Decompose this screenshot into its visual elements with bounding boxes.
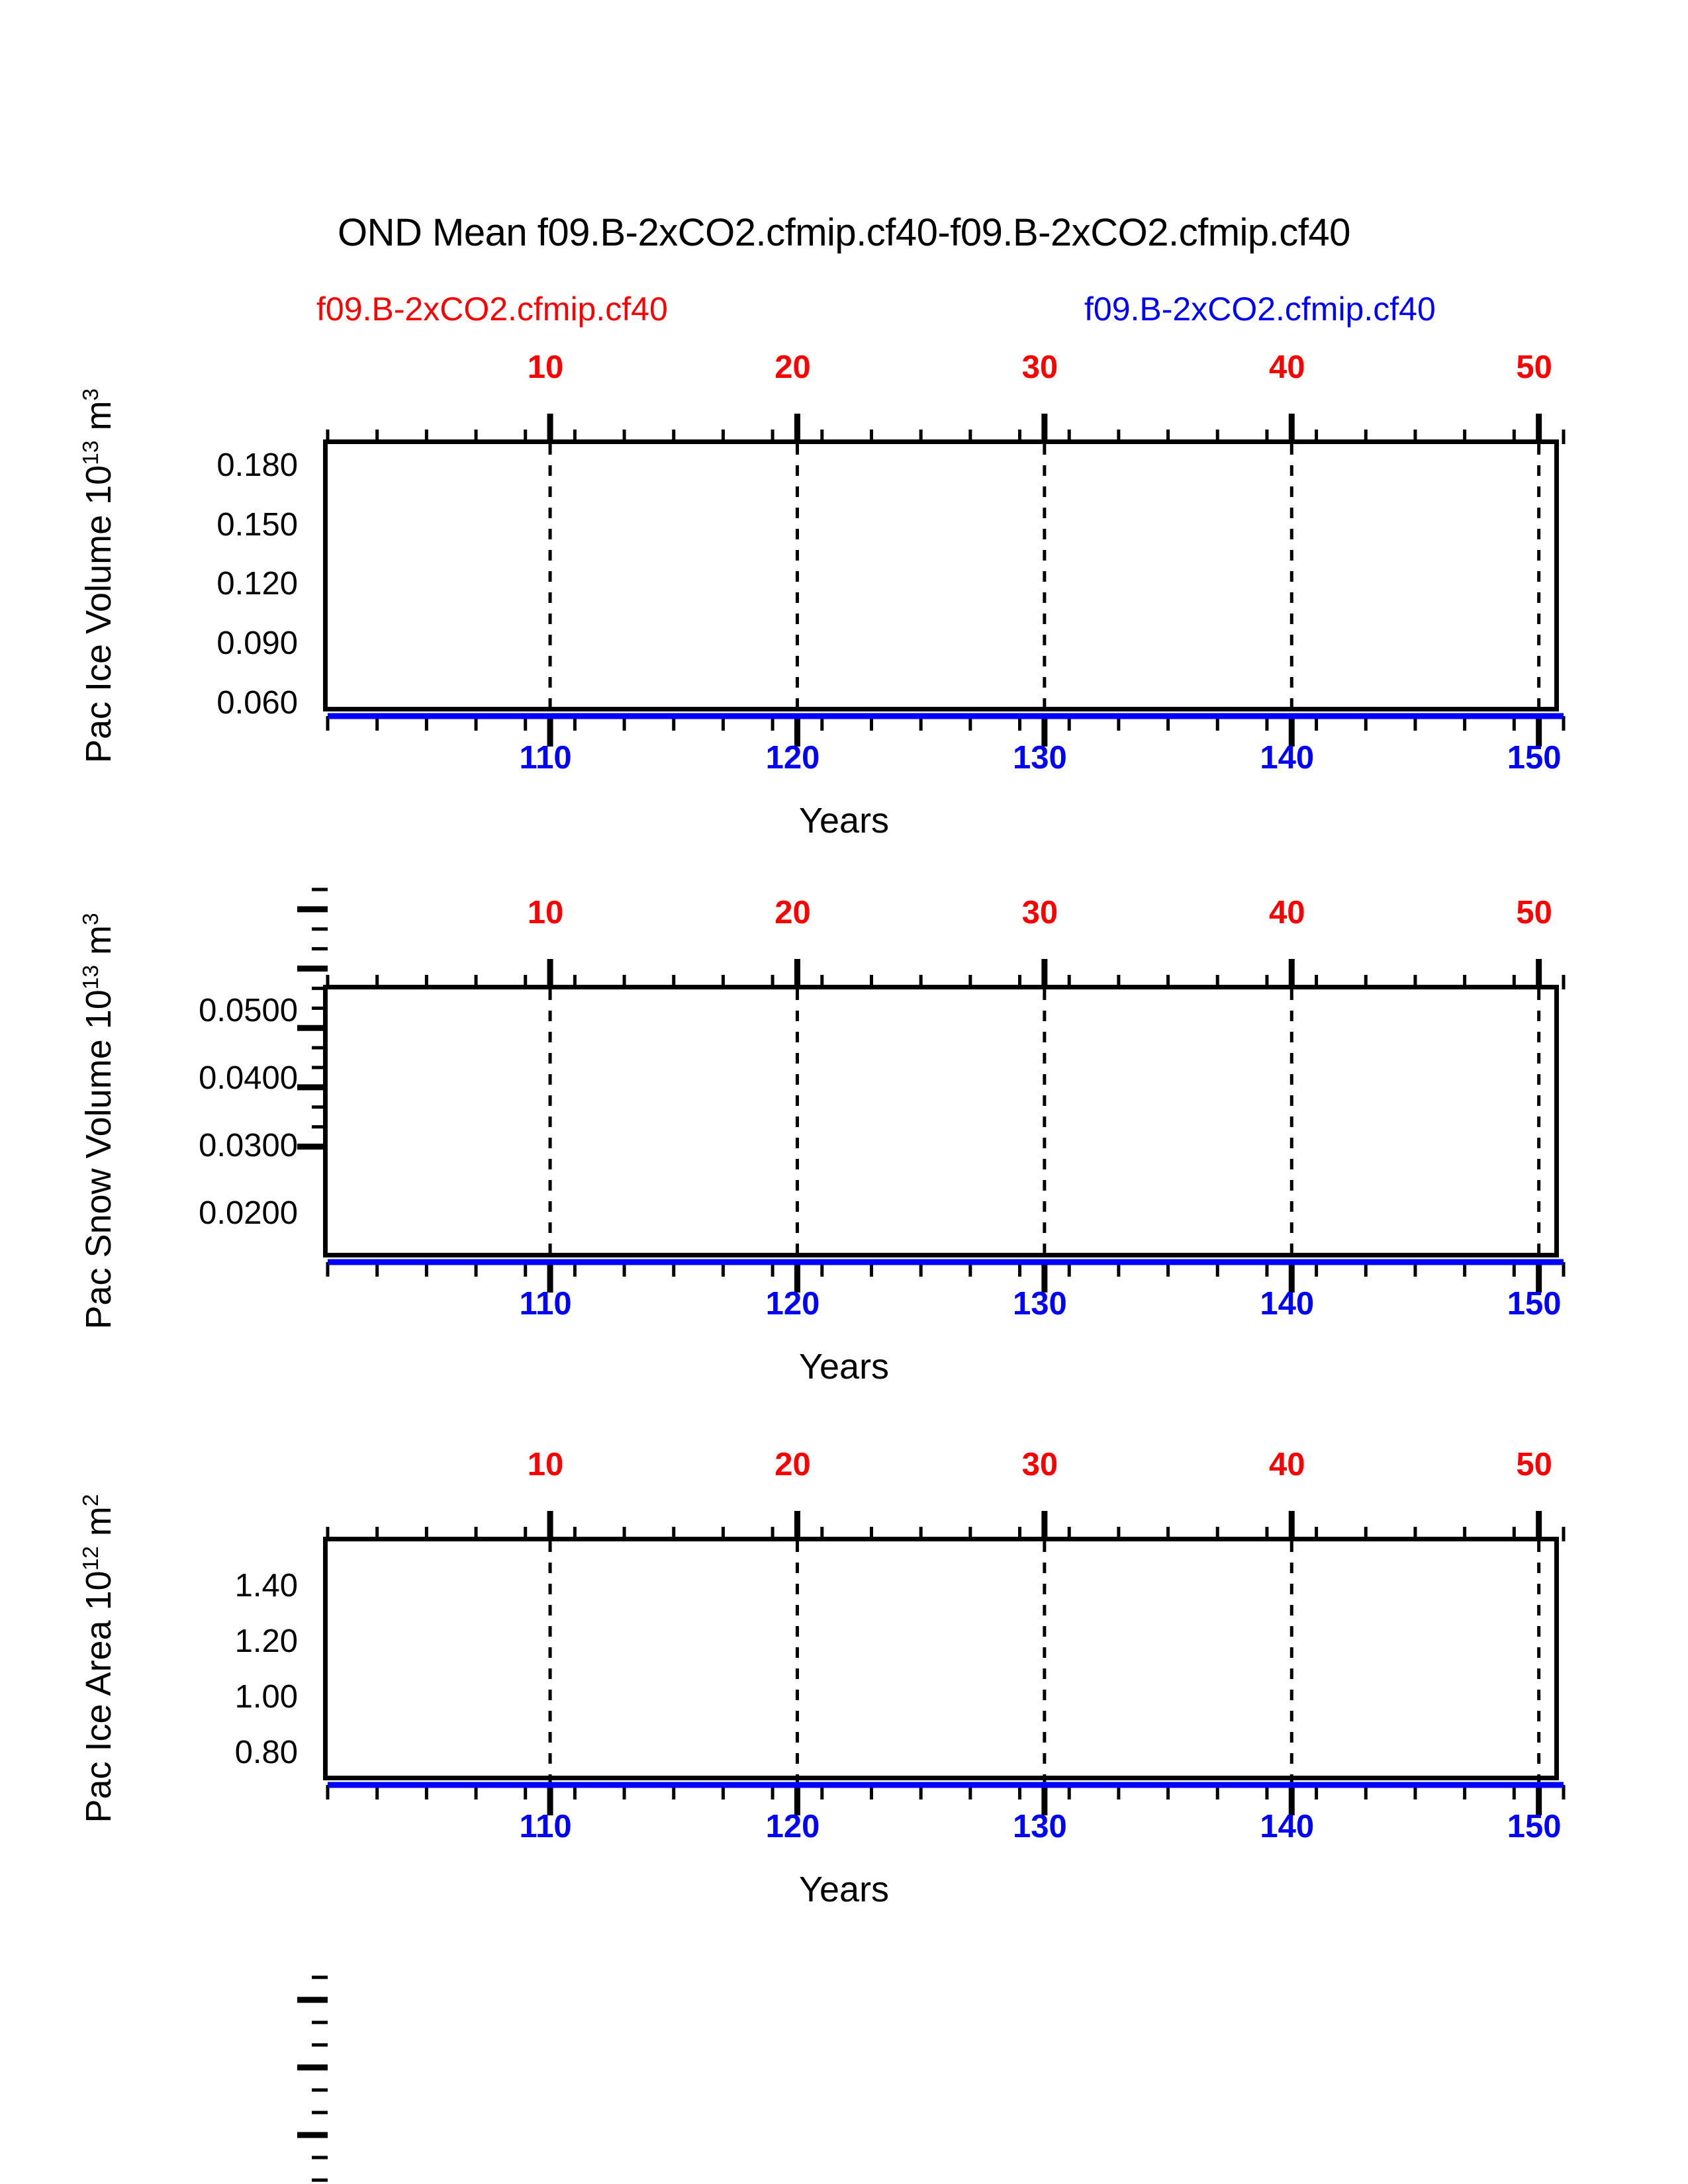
top-tick-label: 50: [1516, 349, 1552, 385]
y-tick-label: 0.120: [216, 566, 298, 602]
top-axis-ticks-2: 10 20 30 40 50: [0, 1446, 1688, 1484]
top-tick-label: 40: [1268, 1447, 1305, 1482]
bottom-tick-label: 150: [1507, 740, 1562, 776]
legend: f09.B-2xCO2.cfmip.cf40 f09.B-2xCO2.cfmip…: [0, 290, 1688, 330]
y-tick-label: 0.0200: [199, 1195, 298, 1232]
legend-entry-red: f09.B-2xCO2.cfmip.cf40: [316, 291, 668, 328]
top-tick-label: 50: [1516, 895, 1552, 931]
y-axis-title-2: Pac Ice Area 1012 m2: [79, 1494, 118, 1823]
bottom-axis-ticks-1: 110 120 130 140 150: [0, 1285, 1688, 1324]
y-tick-label: 0.150: [216, 506, 298, 543]
series-canvas-0: [297, 414, 1566, 1150]
bottom-tick-label: 130: [1012, 1286, 1067, 1322]
series-canvas-2: [326, 1511, 1566, 1815]
bottom-tick-label: 130: [1012, 740, 1067, 776]
bottom-tick-label: 110: [519, 740, 572, 776]
bottom-tick-label: 110: [519, 1809, 572, 1844]
bottom-tick-label: 130: [1012, 1809, 1067, 1844]
bottom-tick-label: 120: [765, 1286, 820, 1322]
bottom-tick-label: 140: [1260, 1286, 1315, 1322]
top-tick-label: 10: [527, 349, 564, 385]
bottom-tick-label: 120: [765, 1809, 820, 1844]
top-tick-label: 40: [1268, 895, 1305, 931]
y-tick-label: 1.40: [234, 1567, 298, 1604]
bottom-tick-label: 110: [519, 1286, 572, 1322]
page-title: OND Mean f09.B-2xCO2.cfmip.cf40-f09.B-2x…: [338, 211, 1350, 254]
legend-entry-blue: f09.B-2xCO2.cfmip.cf40: [1084, 291, 1436, 328]
top-tick-label: 30: [1021, 1447, 1058, 1482]
top-tick-label: 40: [1268, 349, 1305, 385]
plot-area-pac-snow-volume: [297, 959, 1566, 2182]
bottom-tick-label: 140: [1260, 1809, 1315, 1844]
top-tick-label: 20: [774, 1447, 811, 1482]
bottom-tick-label: 150: [1507, 1286, 1562, 1322]
top-tick-label: 10: [527, 895, 564, 931]
x-axis-title-1: Years: [798, 1347, 890, 1387]
top-tick-label: 10: [527, 1447, 564, 1482]
plot-area-pac-ice-area: [323, 1511, 1566, 1815]
top-tick-label: 30: [1021, 895, 1058, 931]
y-tick-label: 1.20: [234, 1623, 298, 1659]
series-canvas-1: [297, 959, 1566, 2182]
y-tick-label: 0.090: [216, 625, 298, 661]
y-axis-title-1: Pac Snow Volume 1013 m3: [79, 913, 118, 1330]
y-tick-label: 0.0500: [199, 992, 298, 1028]
bottom-tick-label: 150: [1507, 1809, 1562, 1844]
y-tick-label: 0.180: [216, 447, 298, 483]
y-tick-label: 0.80: [234, 1734, 298, 1770]
x-axis-title-2: Years: [798, 1870, 890, 1909]
x-axis-title-0: Years: [798, 801, 890, 841]
bottom-axis-ticks-2: 110 120 130 140 150: [0, 1808, 1688, 1846]
top-axis-ticks-1: 10 20 30 40 50: [0, 894, 1688, 933]
top-tick-label: 20: [774, 349, 811, 385]
y-axis-title-0: Pac Ice Volume 1013 m3: [79, 388, 118, 763]
y-tick-label: 1.00: [234, 1678, 298, 1715]
y-tick-label: 0.0300: [199, 1128, 298, 1163]
bottom-axis-ticks-0: 110 120 130 140 150: [0, 739, 1688, 778]
y-tick-label: 0.060: [216, 684, 298, 721]
bottom-tick-label: 120: [765, 740, 820, 776]
bottom-tick-label: 140: [1260, 740, 1315, 776]
top-tick-label: 30: [1021, 349, 1058, 385]
top-tick-label: 20: [774, 895, 811, 931]
top-axis-ticks-0: 10 20 30 40 50: [0, 349, 1688, 387]
plot-area-pac-ice-volume: [297, 414, 1566, 1150]
top-tick-label: 50: [1516, 1447, 1552, 1482]
y-tick-label: 0.0400: [199, 1060, 298, 1096]
